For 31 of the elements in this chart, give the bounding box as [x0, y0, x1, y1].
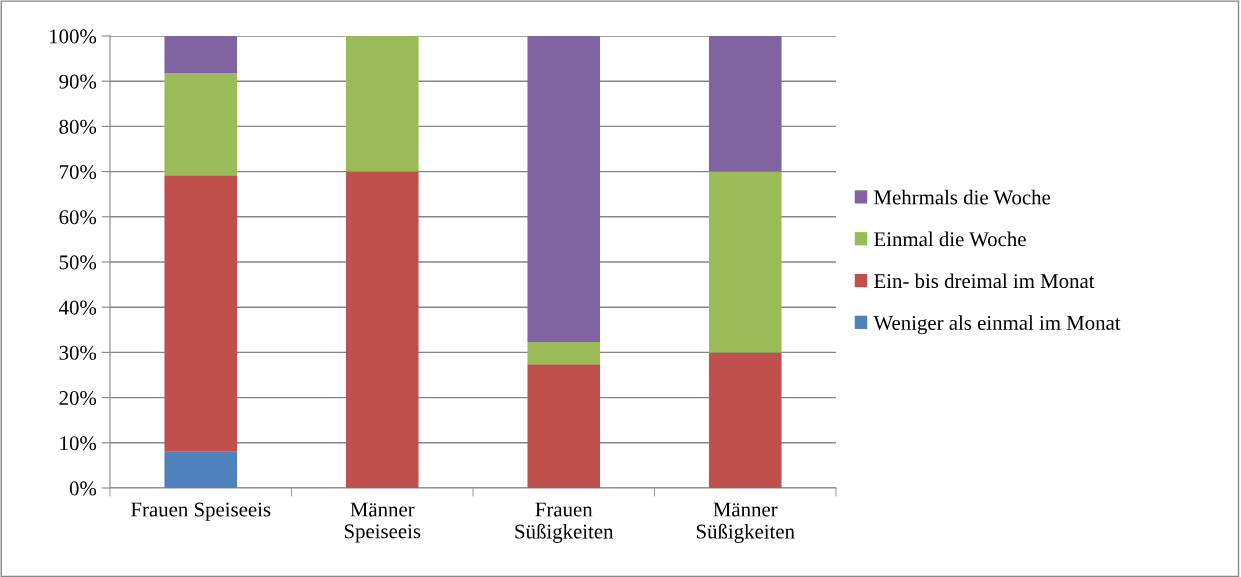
y-tick-label: 20%: [59, 390, 97, 406]
legend-label: Ein- bis dreimal im Monat: [874, 273, 1095, 289]
y-tick-label: 40%: [59, 300, 97, 315]
bar: [527, 364, 601, 488]
bar: [164, 451, 238, 488]
y-tick-label: 30%: [59, 345, 97, 360]
bar: [164, 73, 238, 176]
bar: [708, 171, 782, 353]
y-tick-label: 60%: [59, 210, 97, 225]
bar: [345, 36, 419, 172]
bar: [345, 171, 419, 488]
y-tick-label: 10%: [60, 436, 97, 451]
legend-label: Mehrmals die Woche: [874, 189, 1051, 205]
y-tick-label: 80%: [59, 119, 97, 134]
bar: [708, 352, 782, 488]
y-tick-label: 100%: [50, 29, 97, 44]
x-tick-label: Männer Süßigkeiten: [696, 502, 795, 543]
bar: [708, 36, 782, 172]
y-tick-label: 0%: [69, 481, 97, 496]
bar: [527, 342, 601, 365]
x-tick-label: Männer Speiseeis: [344, 502, 421, 543]
legend-label: Weniger als einmal im Monat: [873, 315, 1121, 335]
x-tick-label: Frauen Speiseeis: [131, 502, 271, 521]
bar: [164, 36, 238, 74]
x-tick-label: Frauen Süßigkeiten: [515, 502, 614, 543]
y-tick-label: 50%: [59, 255, 97, 270]
y-tick-label: 70%: [59, 164, 97, 180]
legend-label: Einmal die Woche: [874, 231, 1026, 247]
bar: [527, 36, 601, 342]
y-tick-label: 90%: [59, 74, 97, 89]
bar: [164, 175, 238, 452]
